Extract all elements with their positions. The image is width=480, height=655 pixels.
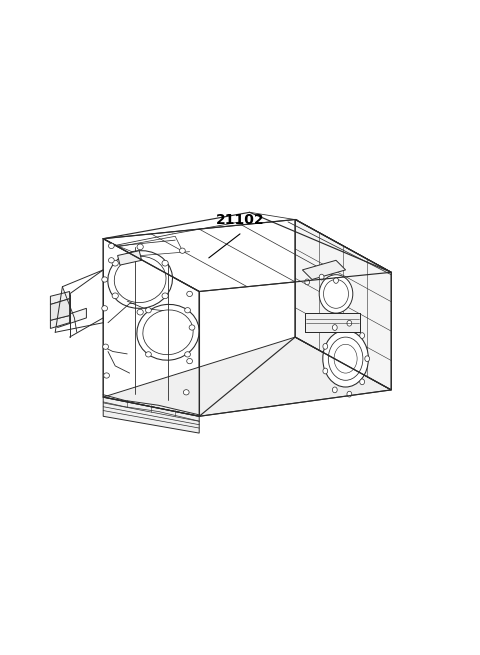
Ellipse shape bbox=[112, 293, 119, 299]
Ellipse shape bbox=[185, 308, 191, 313]
Ellipse shape bbox=[333, 387, 337, 393]
Ellipse shape bbox=[104, 373, 109, 378]
Ellipse shape bbox=[108, 243, 114, 248]
Ellipse shape bbox=[334, 278, 338, 284]
Ellipse shape bbox=[328, 337, 363, 381]
Ellipse shape bbox=[103, 344, 108, 349]
Ellipse shape bbox=[347, 391, 352, 397]
Ellipse shape bbox=[365, 356, 370, 362]
Ellipse shape bbox=[162, 260, 168, 266]
Polygon shape bbox=[118, 251, 142, 265]
Ellipse shape bbox=[360, 379, 364, 384]
Ellipse shape bbox=[102, 306, 108, 311]
Ellipse shape bbox=[137, 305, 199, 360]
Ellipse shape bbox=[108, 251, 172, 309]
Ellipse shape bbox=[112, 260, 119, 266]
Ellipse shape bbox=[319, 274, 353, 313]
Ellipse shape bbox=[319, 274, 324, 280]
Polygon shape bbox=[103, 219, 391, 291]
Polygon shape bbox=[305, 313, 360, 332]
Polygon shape bbox=[103, 337, 391, 417]
Polygon shape bbox=[295, 219, 391, 390]
Polygon shape bbox=[103, 397, 199, 433]
Polygon shape bbox=[103, 238, 199, 417]
Text: 21102: 21102 bbox=[216, 213, 264, 227]
Ellipse shape bbox=[187, 358, 192, 364]
Ellipse shape bbox=[189, 325, 195, 330]
Ellipse shape bbox=[323, 368, 328, 374]
Ellipse shape bbox=[137, 309, 143, 315]
Polygon shape bbox=[50, 291, 70, 305]
Ellipse shape bbox=[323, 343, 328, 349]
Polygon shape bbox=[58, 309, 86, 328]
Ellipse shape bbox=[102, 277, 108, 282]
Ellipse shape bbox=[145, 352, 151, 357]
Ellipse shape bbox=[324, 280, 348, 309]
Polygon shape bbox=[295, 219, 391, 390]
Ellipse shape bbox=[305, 279, 310, 285]
Ellipse shape bbox=[185, 352, 191, 357]
Ellipse shape bbox=[137, 244, 143, 250]
Polygon shape bbox=[50, 299, 70, 320]
Ellipse shape bbox=[180, 248, 185, 253]
Polygon shape bbox=[302, 260, 346, 280]
Ellipse shape bbox=[145, 308, 151, 313]
Ellipse shape bbox=[333, 325, 337, 330]
Ellipse shape bbox=[323, 330, 369, 387]
Ellipse shape bbox=[334, 345, 357, 373]
Ellipse shape bbox=[183, 390, 189, 395]
Ellipse shape bbox=[108, 257, 114, 263]
Ellipse shape bbox=[162, 293, 168, 299]
Polygon shape bbox=[50, 316, 70, 328]
Ellipse shape bbox=[347, 320, 352, 326]
Ellipse shape bbox=[187, 291, 192, 297]
Ellipse shape bbox=[360, 333, 364, 339]
